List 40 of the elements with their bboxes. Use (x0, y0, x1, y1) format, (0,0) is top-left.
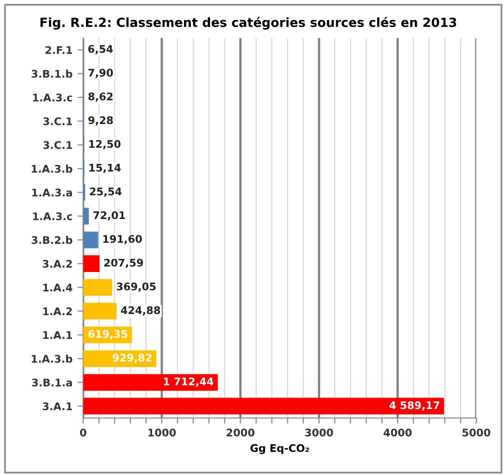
data-label: 6,54 (88, 45, 113, 54)
data-label: 1 712,44 (164, 378, 214, 387)
data-label: 8,62 (88, 92, 113, 102)
data-label: 929,82 (112, 354, 152, 363)
data-label: 619,35 (88, 330, 128, 340)
x-tick-label: 4000 (384, 428, 412, 436)
x-tick-label: 1000 (148, 428, 176, 436)
y-tick-label: 1.A.3.c (33, 94, 72, 102)
x-axis-title: Gg Eq-CO₂ (250, 444, 309, 454)
y-tick-label: 1.A.3.b (32, 354, 72, 363)
data-label: 7,90 (88, 68, 113, 78)
x-tick-label: 2000 (226, 428, 254, 436)
y-tick-label: 2.F.1 (46, 46, 72, 54)
data-label: 207,59 (104, 258, 143, 268)
y-tick-label: 3.A.2 (42, 260, 72, 268)
y-tick-label: 1.A.2 (43, 307, 72, 316)
data-label: 191,60 (103, 235, 142, 244)
data-label: 9,28 (88, 116, 113, 126)
y-tick-label: 3.B.2.b (32, 236, 72, 244)
y-tick-label: 1.A.3.a (32, 188, 72, 196)
y-tick-label: 1.A.3.b (32, 164, 72, 173)
data-label: 25,54 (90, 188, 122, 197)
data-label: 424,88 (120, 306, 160, 316)
chart-title: Fig. R.E.2: Classement des catégories sources clés en 2013 (40, 16, 456, 30)
y-tick-label: 3.C.1 (43, 117, 72, 126)
y-tick-label: 1.A.4 (43, 284, 72, 292)
data-label: 369,05 (116, 282, 156, 292)
y-tick-label: 3.A.1 (42, 402, 72, 410)
x-tick-label: 0 (80, 428, 86, 436)
data-label: 15,14 (89, 164, 121, 173)
y-tick-label: 3.B.1.a (32, 378, 72, 386)
y-tick-label: 1.A.1 (43, 331, 72, 339)
data-label: 4 589,17 (389, 401, 440, 410)
x-tick-label: 3000 (305, 428, 334, 436)
data-label: 72,01 (93, 211, 125, 220)
y-tick-label: 3.B.1.b (32, 70, 72, 78)
x-tick-label: 5000 (462, 428, 490, 436)
y-tick-label: 3.C.1 (43, 141, 72, 149)
y-tick-label: 1.A.3.c (33, 212, 72, 220)
data-label: 12,50 (89, 140, 121, 150)
